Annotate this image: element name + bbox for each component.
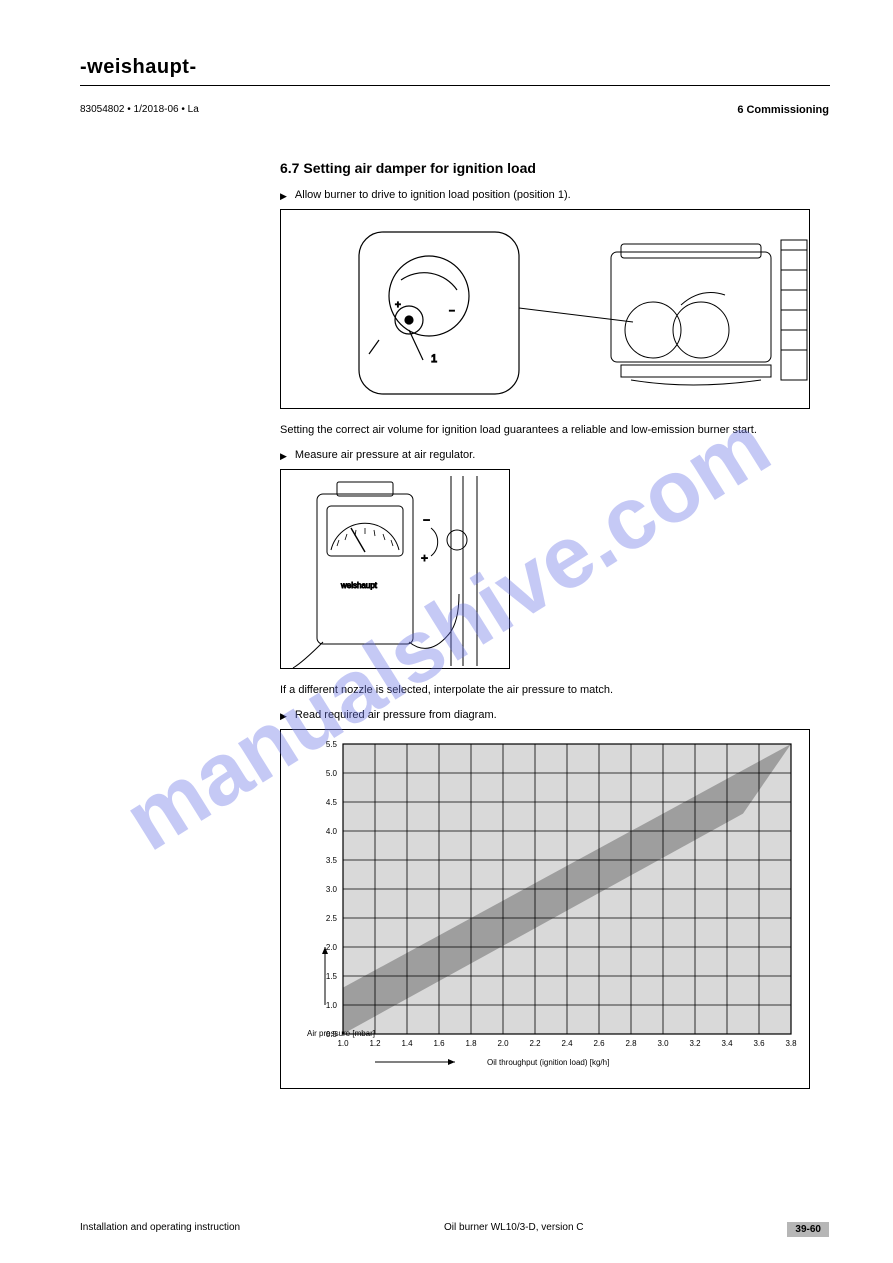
doc-reference-number: 83054802 • 1/2018-06 • La — [80, 104, 199, 115]
svg-text:1: 1 — [431, 353, 437, 365]
step-1-text: Allow burner to drive to ignition load p… — [295, 188, 571, 203]
svg-text:1.2: 1.2 — [369, 1039, 381, 1048]
step-3-text: Read required air pressure from diagram. — [295, 708, 497, 723]
step-1: ▶ Allow burner to drive to ignition load… — [280, 188, 815, 203]
svg-text:−: − — [449, 306, 455, 317]
footer-center: Oil burner WL10/3-D, version C — [444, 1222, 584, 1237]
svg-text:3.5: 3.5 — [326, 856, 338, 865]
svg-text:+: + — [395, 300, 401, 311]
svg-text:+: + — [421, 551, 428, 565]
svg-text:1.0: 1.0 — [337, 1039, 349, 1048]
svg-text:3.2: 3.2 — [689, 1039, 701, 1048]
svg-text:4.5: 4.5 — [326, 798, 338, 807]
figure-ignition-load-position: 1 + − — [280, 209, 810, 409]
air-pressure-chart-svg: 0.51.01.52.02.53.03.54.04.55.05.51.01.21… — [281, 730, 811, 1090]
svg-text:3.0: 3.0 — [657, 1039, 669, 1048]
footer-left: Installation and operating instruction — [80, 1222, 240, 1237]
svg-text:2.6: 2.6 — [593, 1039, 605, 1048]
paragraph-2: If a different nozzle is selected, inter… — [280, 683, 815, 698]
svg-text:Oil throughput (ignition load): Oil throughput (ignition load) [kg/h] — [487, 1058, 609, 1067]
svg-text:2.8: 2.8 — [625, 1039, 637, 1048]
svg-text:5.0: 5.0 — [326, 769, 338, 778]
figure-air-pressure-chart: 0.51.01.52.02.53.03.54.04.55.05.51.01.21… — [280, 729, 810, 1089]
svg-text:1.6: 1.6 — [433, 1039, 445, 1048]
paragraph-1: Setting the correct air volume for ignit… — [280, 423, 815, 438]
svg-text:4.0: 4.0 — [326, 827, 338, 836]
step-2-text: Measure air pressure at air regulator. — [295, 448, 475, 463]
meter-brand-label: weishaupt — [340, 581, 378, 590]
svg-text:Air pressure [mbar]: Air pressure [mbar] — [307, 1029, 375, 1038]
main-content: 6.7 Setting air damper for ignition load… — [280, 160, 815, 1103]
svg-text:1.0: 1.0 — [326, 1001, 338, 1010]
svg-text:2.4: 2.4 — [561, 1039, 573, 1048]
page-number-badge: 39-60 — [787, 1222, 829, 1237]
svg-text:2.2: 2.2 — [529, 1039, 541, 1048]
svg-text:3.4: 3.4 — [721, 1039, 733, 1048]
svg-text:2.0: 2.0 — [326, 943, 338, 952]
breadcrumb: 6 Commissioning — [737, 104, 829, 116]
svg-text:3.8: 3.8 — [785, 1039, 797, 1048]
svg-text:1.4: 1.4 — [401, 1039, 413, 1048]
step-3: ▶ Read required air pressure from diagra… — [280, 708, 815, 723]
step-2: ▶ Measure air pressure at air regulator. — [280, 448, 815, 463]
svg-text:1.8: 1.8 — [465, 1039, 477, 1048]
page-footer: Installation and operating instruction O… — [80, 1222, 829, 1237]
figure-measure-air-pressure: weishaupt − + — [280, 469, 510, 669]
svg-text:2.5: 2.5 — [326, 914, 338, 923]
svg-text:−: − — [423, 513, 430, 527]
header-brand: -weishaupt- — [80, 56, 829, 79]
svg-text:2.0: 2.0 — [497, 1039, 509, 1048]
svg-text:1.5: 1.5 — [326, 972, 338, 981]
step-marker-icon: ▶ — [280, 190, 287, 202]
svg-text:3.0: 3.0 — [326, 885, 338, 894]
header-rule — [80, 85, 830, 86]
step-marker-icon: ▶ — [280, 450, 287, 462]
svg-text:3.6: 3.6 — [753, 1039, 765, 1048]
svg-text:5.5: 5.5 — [326, 740, 338, 749]
section-title: 6.7 Setting air damper for ignition load — [280, 160, 815, 176]
step-marker-icon: ▶ — [280, 710, 287, 722]
